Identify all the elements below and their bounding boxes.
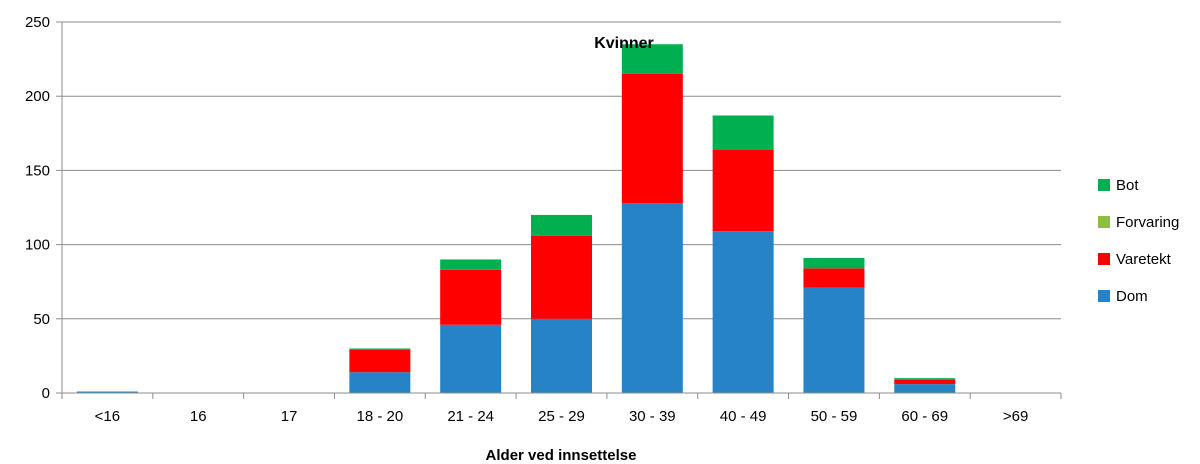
y-tick-label: 150 bbox=[25, 162, 50, 179]
bar-segment-varetekt bbox=[894, 379, 956, 385]
x-axis-title: Alder ved innsettelse bbox=[486, 447, 637, 464]
legend-swatch-dom bbox=[1098, 290, 1110, 302]
x-tick-label: 50 - 59 bbox=[811, 408, 858, 425]
bar-segment-dom bbox=[803, 287, 865, 393]
y-tick-label: 50 bbox=[33, 311, 50, 328]
bar-segment-dom bbox=[76, 391, 138, 393]
bar-segment-varetekt bbox=[440, 269, 502, 325]
legend-label-varetekt: Varetekt bbox=[1116, 251, 1172, 268]
bar-segment-dom bbox=[349, 372, 411, 393]
bar-segment-varetekt bbox=[712, 149, 774, 232]
bar-segment-varetekt bbox=[803, 268, 865, 288]
bar-segment-dom bbox=[712, 231, 774, 393]
bar-segment-varetekt bbox=[349, 349, 411, 373]
axes bbox=[56, 21, 1062, 399]
legend-label-dom: Dom bbox=[1116, 288, 1148, 305]
bar-segment-dom bbox=[621, 203, 683, 393]
bar-segment-bot bbox=[440, 259, 502, 270]
x-tick-label: 21 - 24 bbox=[447, 408, 494, 425]
bar-segment-bot bbox=[349, 348, 411, 350]
bar-segment-bot bbox=[712, 115, 774, 150]
x-tick-label: <16 bbox=[95, 408, 120, 425]
x-tick-label: 16 bbox=[190, 408, 207, 425]
x-tick-label: 30 - 39 bbox=[629, 408, 676, 425]
y-tick-label: 0 bbox=[42, 385, 50, 402]
bar-segment-dom bbox=[440, 324, 502, 393]
x-tick-label: 18 - 20 bbox=[357, 408, 404, 425]
x-tick-label: 17 bbox=[281, 408, 298, 425]
legend-label-forvaring: Forvaring bbox=[1116, 214, 1179, 231]
x-tick-labels: <16 16 17 18 - 20 21 - 24 25 - 29 30 - 39 40 - … bbox=[95, 408, 1029, 425]
bar-segment-bot bbox=[531, 214, 592, 236]
bar-segment-varetekt bbox=[621, 73, 683, 204]
bar-segment-varetekt bbox=[531, 235, 592, 319]
legend-swatch-varetekt bbox=[1098, 253, 1110, 265]
legend: Bot Forvaring Varetekt Dom bbox=[1098, 177, 1179, 305]
chart-title: Kvinner bbox=[594, 35, 654, 52]
bar-segment-bot bbox=[803, 257, 865, 269]
bar-stacks bbox=[76, 44, 956, 393]
x-tick-label: 25 - 29 bbox=[538, 408, 585, 425]
x-tick-label: 60 - 69 bbox=[901, 408, 948, 425]
legend-swatch-forvaring bbox=[1098, 216, 1110, 228]
y-tick-label: 100 bbox=[25, 237, 50, 254]
bar-segment-bot bbox=[894, 378, 956, 380]
bar-segment-dom bbox=[531, 318, 592, 393]
bar-segment-dom bbox=[894, 384, 956, 393]
legend-label-bot: Bot bbox=[1116, 177, 1139, 194]
y-tick-labels: 0 50 100 150 200 250 bbox=[25, 14, 50, 402]
x-tick-label: >69 bbox=[1003, 408, 1028, 425]
y-tick-label: 200 bbox=[25, 88, 50, 105]
legend-swatch-bot bbox=[1098, 179, 1110, 191]
gridlines bbox=[62, 21, 1061, 320]
x-tick-label: 40 - 49 bbox=[720, 408, 767, 425]
y-tick-label: 250 bbox=[25, 14, 50, 31]
bar-segment-bot bbox=[621, 44, 683, 74]
